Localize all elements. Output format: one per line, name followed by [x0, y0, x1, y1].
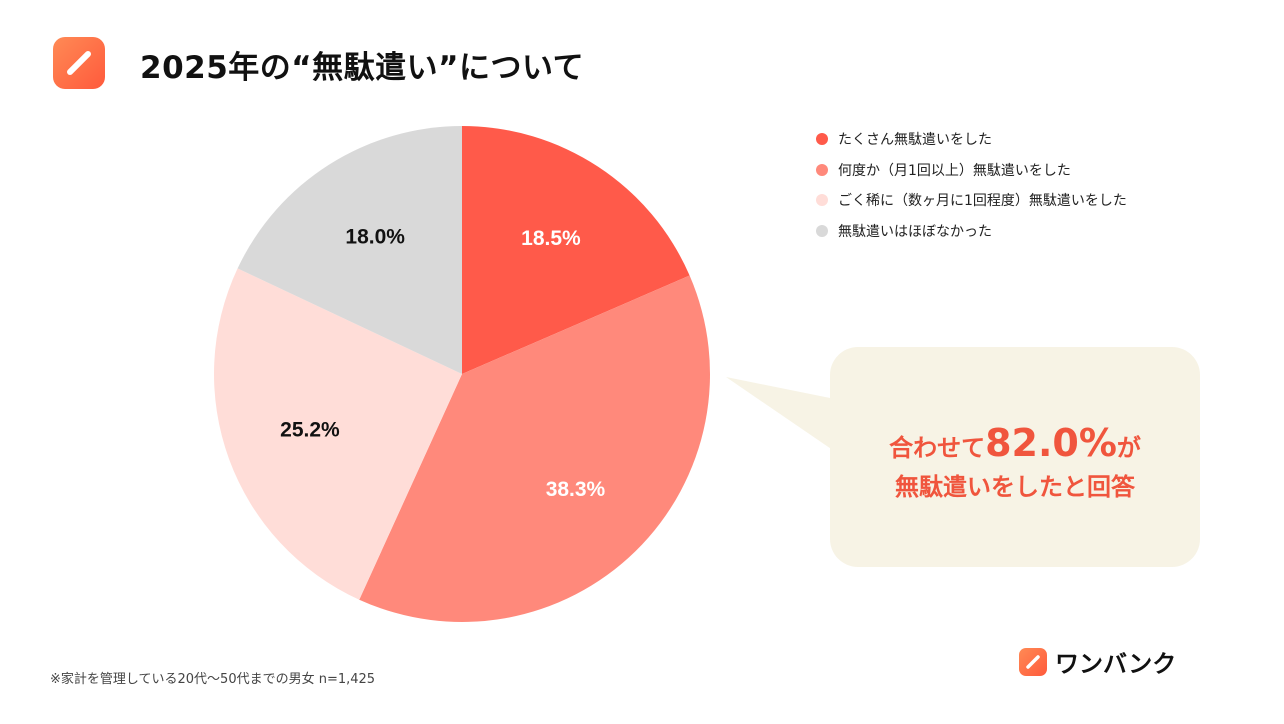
pie-data-label: 25.2% — [280, 418, 340, 441]
footnote: ※家計を管理している20代〜50代までの男女 n=1,425 — [50, 672, 376, 687]
legend-label: 無駄遣いはほぼなかった — [838, 223, 992, 240]
pie-data-label: 18.0% — [345, 226, 405, 249]
pencil-icon — [67, 51, 91, 75]
pie-slice — [213, 268, 462, 600]
legend-label: たくさん無駄遣いをした — [838, 132, 992, 149]
callout-headline: 合わせて82.0%が — [830, 421, 1200, 465]
brand-name: ワンバンク — [1055, 650, 1177, 678]
callout-prefix: 合わせて — [889, 434, 986, 462]
callout-total-value: 82.0% — [985, 421, 1117, 465]
chart-legend: たくさん無駄遣いをした 何度か（月1回以上）無駄遣いをした ごく稀に（数ヶ月に1… — [816, 124, 1256, 246]
app-logo — [53, 37, 105, 89]
page-title: 2025年の“無駄遣い”について — [140, 50, 585, 86]
pie-slice — [359, 275, 710, 622]
pie-chart: 18.5% 38.3% 25.2% 18.0% — [213, 126, 710, 622]
pencil-icon — [1026, 654, 1040, 669]
pie-slices — [213, 126, 710, 622]
pie-data-label: 38.3% — [546, 478, 606, 501]
legend-item: ごく稀に（数ヶ月に1回程度）無駄遣いをした — [816, 185, 1256, 216]
summary-callout: 合わせて82.0%が 無駄遣いをしたと回答 — [830, 347, 1200, 567]
callout-suffix: が — [1116, 434, 1141, 462]
brand-logo: ワンバンク — [1019, 644, 1176, 679]
pie-data-label: 18.5% — [521, 227, 581, 250]
pie-data-labels: 18.5% 38.3% 25.2% 18.0% — [280, 226, 605, 501]
brand-icon — [1019, 647, 1047, 676]
pie-slice — [237, 126, 462, 374]
legend-label: ごく稀に（数ヶ月に1回程度）無駄遣いをした — [838, 193, 1127, 210]
legend-label: 何度か（月1回以上）無駄遣いをした — [838, 162, 1071, 179]
legend-item: たくさん無駄遣いをした — [816, 124, 1256, 155]
legend-item: 何度か（月1回以上）無駄遣いをした — [816, 155, 1256, 186]
legend-swatch — [816, 224, 828, 237]
callout-subline: 無駄遣いをしたと回答 — [895, 473, 1135, 501]
pie-slice — [462, 126, 690, 374]
legend-item: 無駄遣いはほぼなかった — [816, 216, 1256, 247]
legend-swatch — [816, 133, 828, 146]
legend-swatch — [816, 163, 828, 176]
legend-swatch — [816, 194, 828, 207]
